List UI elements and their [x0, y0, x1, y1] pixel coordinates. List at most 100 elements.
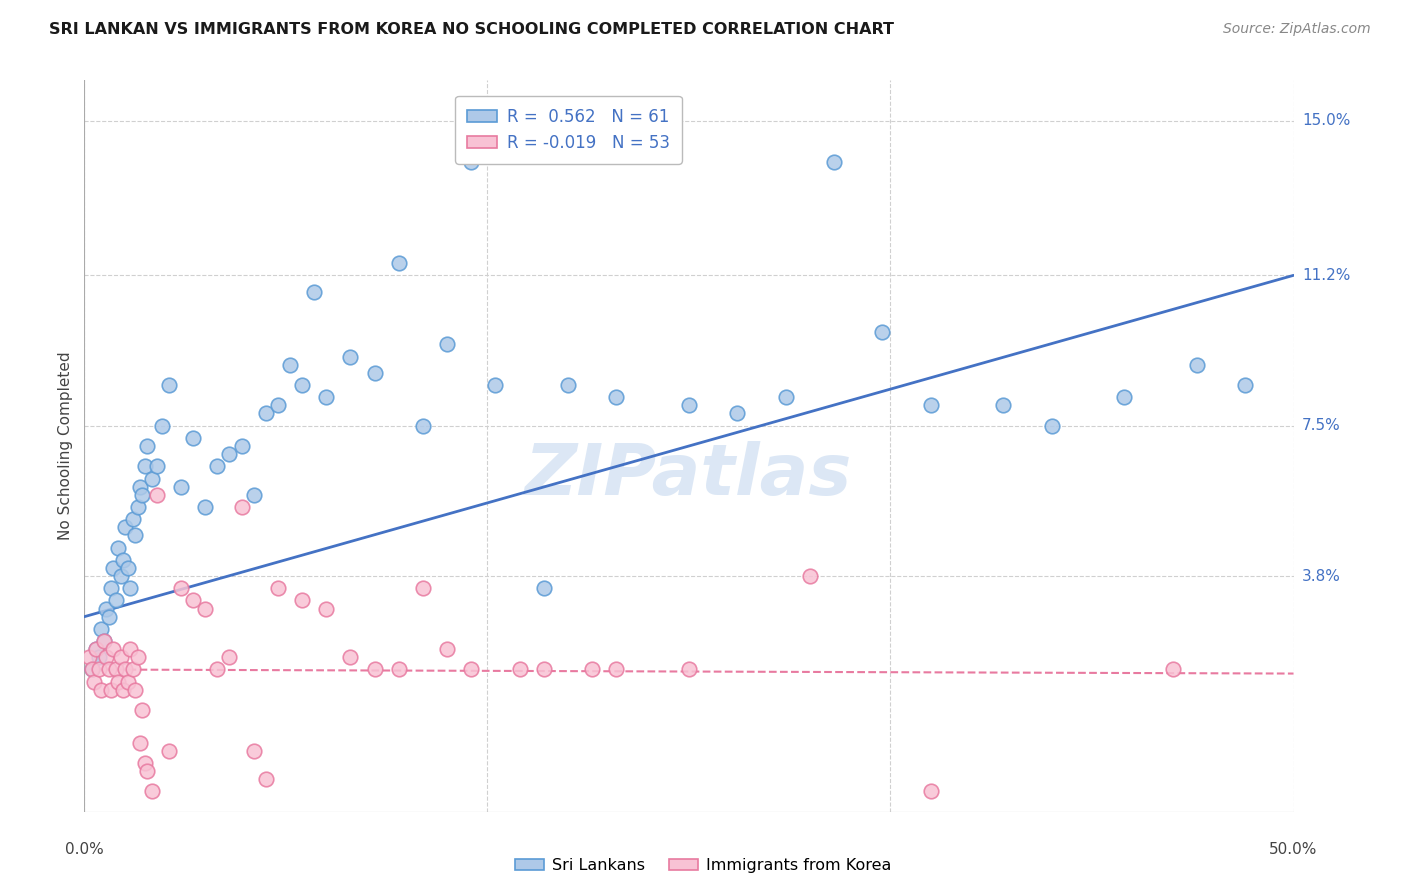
- Point: [920, 398, 942, 412]
- Point: [117, 674, 139, 689]
- Point: [121, 663, 143, 677]
- Point: [291, 378, 314, 392]
- Point: [242, 488, 264, 502]
- Point: [557, 378, 579, 392]
- Point: [509, 663, 531, 677]
- Point: [267, 581, 290, 595]
- Point: [231, 500, 253, 514]
- Point: [267, 398, 290, 412]
- Legend: R =  0.562   N = 61, R = -0.019   N = 53: R = 0.562 N = 61, R = -0.019 N = 53: [456, 96, 682, 163]
- Point: [242, 744, 264, 758]
- Point: [80, 663, 103, 677]
- Point: [254, 772, 277, 787]
- Point: [302, 285, 325, 299]
- Point: [121, 512, 143, 526]
- Text: 11.2%: 11.2%: [1302, 268, 1350, 283]
- Point: [194, 500, 217, 514]
- Point: [90, 682, 112, 697]
- Point: [141, 471, 163, 485]
- Point: [77, 650, 100, 665]
- Point: [207, 459, 229, 474]
- Point: [107, 674, 129, 689]
- Point: [87, 650, 110, 665]
- Point: [388, 256, 411, 270]
- Point: [218, 447, 240, 461]
- Point: [725, 407, 748, 421]
- Point: [388, 663, 411, 677]
- Point: [93, 634, 115, 648]
- Point: [157, 744, 180, 758]
- Point: [605, 663, 627, 677]
- Text: Source: ZipAtlas.com: Source: ZipAtlas.com: [1223, 22, 1371, 37]
- Point: [605, 390, 627, 404]
- Point: [339, 350, 361, 364]
- Point: [170, 581, 193, 595]
- Point: [114, 520, 136, 534]
- Point: [533, 663, 555, 677]
- Text: 50.0%: 50.0%: [1270, 842, 1317, 857]
- Point: [124, 528, 146, 542]
- Point: [120, 642, 142, 657]
- Point: [131, 488, 153, 502]
- Point: [254, 407, 277, 421]
- Point: [127, 500, 149, 514]
- Point: [114, 663, 136, 677]
- Point: [100, 581, 122, 595]
- Point: [97, 663, 120, 677]
- Point: [363, 663, 385, 677]
- Point: [131, 703, 153, 717]
- Point: [194, 601, 217, 615]
- Point: [412, 581, 434, 595]
- Point: [170, 480, 193, 494]
- Point: [218, 650, 240, 665]
- Point: [872, 325, 894, 339]
- Point: [136, 439, 159, 453]
- Point: [1161, 663, 1184, 677]
- Point: [120, 581, 142, 595]
- Point: [94, 650, 117, 665]
- Point: [1234, 378, 1257, 392]
- Point: [412, 418, 434, 433]
- Point: [207, 663, 229, 677]
- Point: [460, 154, 482, 169]
- Point: [799, 569, 821, 583]
- Text: 3.8%: 3.8%: [1302, 568, 1341, 583]
- Point: [436, 337, 458, 351]
- Point: [678, 398, 700, 412]
- Text: SRI LANKAN VS IMMIGRANTS FROM KOREA NO SCHOOLING COMPLETED CORRELATION CHART: SRI LANKAN VS IMMIGRANTS FROM KOREA NO S…: [49, 22, 894, 37]
- Point: [1185, 358, 1208, 372]
- Text: 15.0%: 15.0%: [1302, 113, 1350, 128]
- Point: [103, 561, 125, 575]
- Point: [315, 390, 337, 404]
- Point: [134, 459, 156, 474]
- Point: [484, 378, 506, 392]
- Point: [141, 784, 163, 798]
- Point: [90, 622, 112, 636]
- Point: [87, 663, 110, 677]
- Legend: Sri Lankans, Immigrants from Korea: Sri Lankans, Immigrants from Korea: [509, 852, 897, 880]
- Point: [112, 682, 135, 697]
- Point: [110, 569, 132, 583]
- Point: [103, 642, 125, 657]
- Point: [291, 593, 314, 607]
- Point: [278, 358, 301, 372]
- Point: [134, 756, 156, 770]
- Text: 7.5%: 7.5%: [1302, 418, 1340, 434]
- Point: [231, 439, 253, 453]
- Point: [436, 642, 458, 657]
- Point: [83, 674, 105, 689]
- Point: [80, 663, 103, 677]
- Point: [993, 398, 1015, 412]
- Y-axis label: No Schooling Completed: No Schooling Completed: [58, 351, 73, 541]
- Point: [86, 642, 108, 657]
- Point: [1114, 390, 1136, 404]
- Point: [181, 431, 204, 445]
- Point: [146, 459, 169, 474]
- Point: [112, 553, 135, 567]
- Point: [581, 663, 603, 677]
- Point: [181, 593, 204, 607]
- Point: [129, 736, 152, 750]
- Point: [363, 366, 385, 380]
- Point: [86, 642, 108, 657]
- Point: [127, 650, 149, 665]
